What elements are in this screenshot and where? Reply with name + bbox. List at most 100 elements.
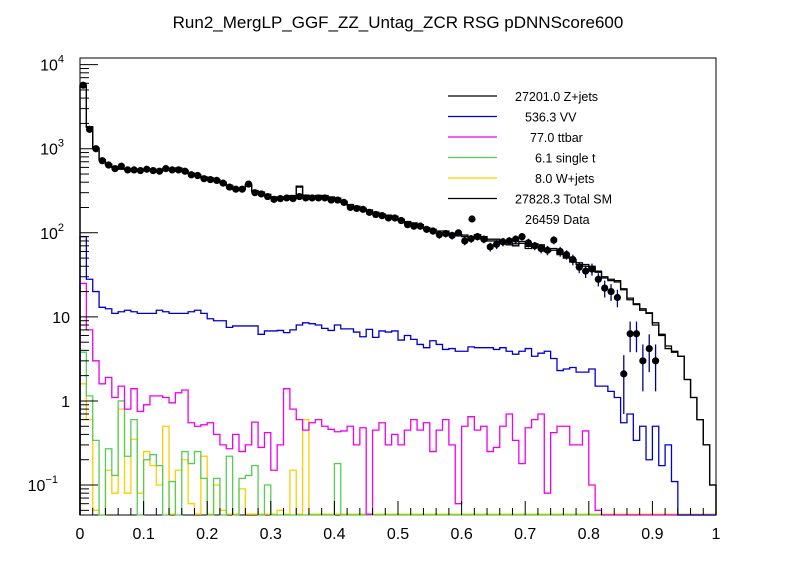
- legend-label: 26459 Data: [525, 213, 590, 227]
- data-point: [283, 194, 291, 202]
- y-tick-label: 102: [40, 222, 64, 243]
- data-point: [270, 195, 278, 203]
- data-point: [340, 198, 348, 206]
- data-point: [467, 235, 475, 243]
- x-tick-label: 1: [712, 526, 721, 543]
- data-point: [372, 210, 380, 219]
- data-point: [435, 231, 443, 239]
- y-tick-base: 1: [61, 394, 70, 411]
- axes-layer: 0 0.1 0.2 0.3 0.4 0.5 0.6 0.7 0.8 0.9 110−11101021…: [28, 54, 721, 543]
- data-point: [194, 171, 202, 180]
- x-tick-label: 0.7: [514, 526, 536, 543]
- x-tick-label: 0.1: [132, 526, 154, 543]
- y-tick-label: 10−1: [28, 474, 58, 495]
- data-point: [333, 196, 342, 204]
- data-point: [423, 225, 431, 233]
- data-point: [314, 194, 323, 202]
- legend-label: 77.0 ttbar: [530, 131, 583, 145]
- data-point: [601, 284, 609, 292]
- x-tick-label: 0.4: [323, 526, 345, 543]
- x-tick-label: 0.5: [387, 526, 409, 543]
- data-point: [206, 175, 214, 184]
- data-point: [454, 229, 463, 237]
- y-tick-label: 10: [52, 310, 70, 327]
- x-tick-label: 0.3: [260, 526, 282, 543]
- data-point: [645, 344, 653, 353]
- data-point: [448, 231, 456, 240]
- x-tick-label: 0: [76, 526, 85, 543]
- series-vv: [79, 236, 716, 516]
- data-point: [416, 222, 424, 230]
- data-point: [378, 212, 386, 220]
- data-point: [85, 125, 94, 133]
- data-point: [346, 203, 354, 212]
- data-point: [219, 179, 227, 187]
- data-point: [512, 235, 520, 243]
- chart-title: Run2_MergLP_GGF_ZZ_Untag_ZCR RSG pDNNSco…: [173, 13, 624, 32]
- data-point: [213, 176, 221, 185]
- data-point: [276, 195, 284, 203]
- data-point: [651, 357, 660, 365]
- data-point: [607, 287, 615, 296]
- legend-label: 6.1 single t: [535, 152, 596, 166]
- data-point: [626, 330, 634, 338]
- data-point: [403, 221, 412, 229]
- data-point: [117, 162, 125, 170]
- data-point: [130, 166, 138, 174]
- data-point: [562, 251, 571, 259]
- data-point: [473, 233, 482, 241]
- data-point: [391, 214, 399, 222]
- data-point: [155, 167, 164, 175]
- series-w-jets: [79, 383, 717, 516]
- data-point: [302, 194, 310, 202]
- data-point: [257, 190, 265, 198]
- data-point: [181, 167, 189, 175]
- data-point: [289, 195, 297, 203]
- y-tick-base: 10: [40, 58, 58, 75]
- y-tick-exponent: 3: [58, 138, 64, 150]
- data-point: [613, 293, 622, 302]
- data-point: [327, 196, 335, 204]
- data-point: [410, 222, 418, 230]
- x-tick-label: 0.2: [196, 526, 218, 543]
- data-point: [543, 246, 552, 254]
- legend-label: 27828.3 Total SM: [515, 193, 612, 207]
- data-point: [524, 239, 532, 247]
- data-point: [162, 165, 170, 173]
- data-point: [575, 263, 583, 271]
- legend-label: 27201.0 Z+jets: [515, 90, 598, 104]
- data-point: [461, 237, 469, 245]
- data-point: [251, 189, 259, 197]
- data-point: [499, 238, 507, 246]
- data-point: [620, 370, 628, 378]
- y-tick-base: 10: [40, 142, 58, 159]
- data-point: [244, 180, 253, 188]
- series-single-t: [79, 351, 716, 516]
- y-tick-base: 10: [52, 310, 70, 327]
- y-tick-base: 10: [40, 226, 58, 243]
- data-point: [492, 240, 501, 248]
- data-point: [111, 165, 119, 173]
- data-point: [639, 357, 647, 365]
- data-point: [308, 194, 316, 202]
- data-point: [365, 208, 373, 216]
- data-point: [384, 214, 393, 222]
- data-point: [174, 166, 183, 174]
- data-point: [556, 247, 564, 256]
- data-point: [582, 267, 590, 275]
- data-point: [264, 192, 272, 201]
- y-tick-exponent: 4: [58, 54, 64, 66]
- series-ttbar: [79, 282, 716, 516]
- x-tick-label: 0.8: [578, 526, 600, 543]
- data-point: [225, 183, 234, 191]
- data-point: [594, 275, 602, 283]
- data-point: [518, 233, 526, 241]
- y-tick-label: 104: [40, 54, 64, 75]
- data-point: [98, 157, 106, 165]
- series-layer: [79, 84, 717, 516]
- data-point: [321, 194, 329, 202]
- data-point: [397, 216, 405, 225]
- data-point: [232, 185, 240, 193]
- data-point: [79, 81, 87, 89]
